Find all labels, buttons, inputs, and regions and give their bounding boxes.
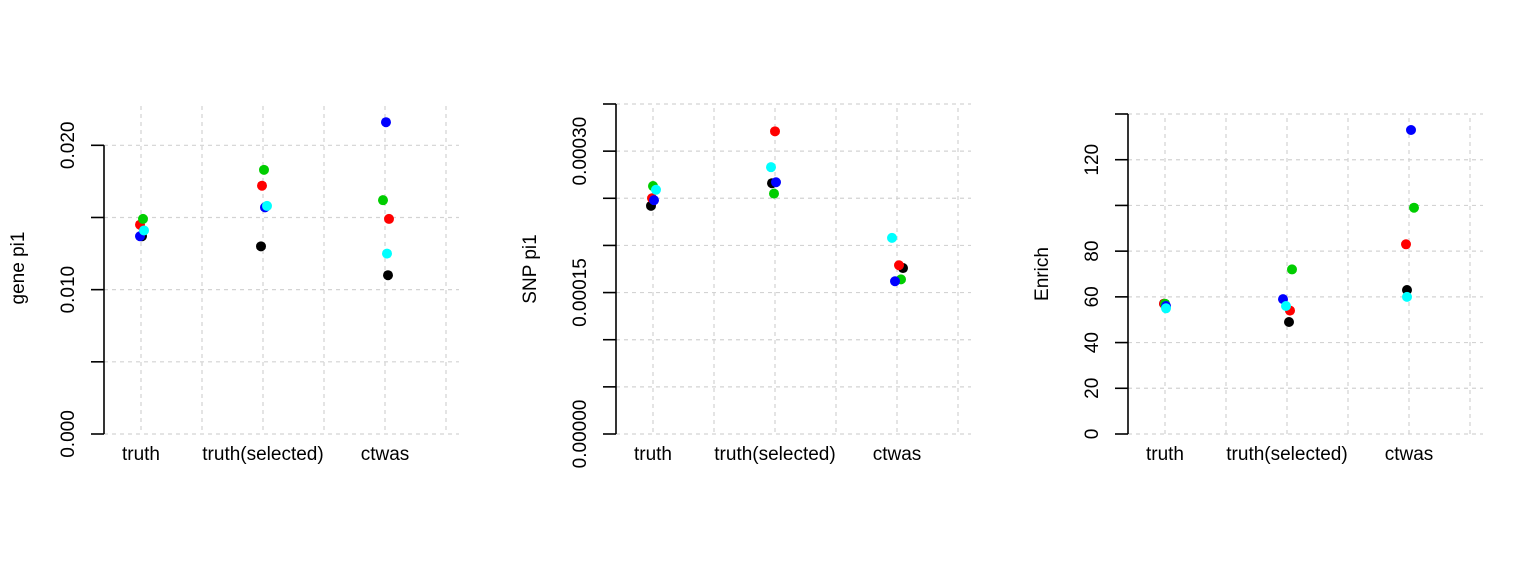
y-tick-label: 0: [1082, 429, 1103, 440]
panel-2: 0.00000 0.00015 0.00030 SNP pi1 truth truth(s…: [520, 103, 971, 469]
data-point: [1406, 125, 1416, 135]
x-category-label: ctwas: [1385, 444, 1434, 465]
data-point: [1402, 291, 1412, 302]
panel-3: 0 20 40 60 80 120 Enrich truth truth(selected) ct…: [1032, 113, 1483, 465]
y-tick-label: 0.00030: [570, 117, 591, 186]
y-axis-label: gene pi1: [8, 232, 29, 305]
x-category-label: truth(selected): [714, 444, 835, 465]
x-category-label: truth: [634, 444, 672, 465]
data-point: [770, 126, 780, 137]
y-tick-label: 0.00000: [570, 400, 591, 469]
data-point: [256, 241, 266, 252]
data-point: [1284, 317, 1294, 327]
data-point: [382, 248, 392, 259]
data-point: [1402, 285, 1412, 295]
y-tick-label: 20: [1082, 378, 1103, 399]
y-tick-label: 80: [1082, 241, 1103, 262]
data-point: [769, 188, 779, 199]
data-point: [887, 232, 897, 243]
data-point: [262, 200, 272, 211]
data-point: [381, 117, 391, 128]
y-tick-label: 0.000: [58, 410, 79, 458]
data-point: [1161, 303, 1171, 314]
data-point: [139, 225, 149, 236]
data-point: [771, 177, 781, 188]
data-point: [383, 270, 393, 281]
y-tick-label: 0.00015: [570, 258, 591, 327]
data-point: [1287, 264, 1297, 275]
data-point: [890, 276, 900, 287]
y-tick-label: 60: [1082, 286, 1103, 307]
data-point: [259, 164, 269, 175]
x-category-label: truth: [1146, 444, 1184, 465]
data-point: [138, 213, 148, 224]
x-category-label: truth(selected): [1226, 444, 1347, 465]
y-tick-label: 0.020: [58, 122, 79, 170]
data-point: [384, 213, 394, 224]
data-point: [894, 260, 904, 271]
y-tick-label: 120: [1082, 144, 1103, 176]
x-category-label: ctwas: [873, 444, 922, 465]
y-tick-label: 40: [1082, 332, 1103, 353]
y-axis-label: SNP pi1: [520, 234, 541, 303]
data-point: [766, 162, 776, 173]
data-point: [1401, 239, 1411, 250]
data-point: [649, 195, 659, 206]
x-category-label: truth: [122, 444, 160, 465]
x-category-label: ctwas: [361, 444, 410, 465]
data-point: [378, 195, 388, 206]
x-category-label: truth(selected): [202, 444, 323, 465]
panel-1: 0.000 0.010 0.020 gene pi1 truth truth(select…: [8, 106, 459, 465]
data-point: [651, 184, 661, 195]
data-point: [257, 180, 267, 191]
data-point: [1409, 202, 1419, 213]
data-point: [1281, 301, 1291, 311]
y-axis-label: Enrich: [1032, 247, 1053, 301]
y-tick-label: 0.010: [58, 266, 79, 314]
